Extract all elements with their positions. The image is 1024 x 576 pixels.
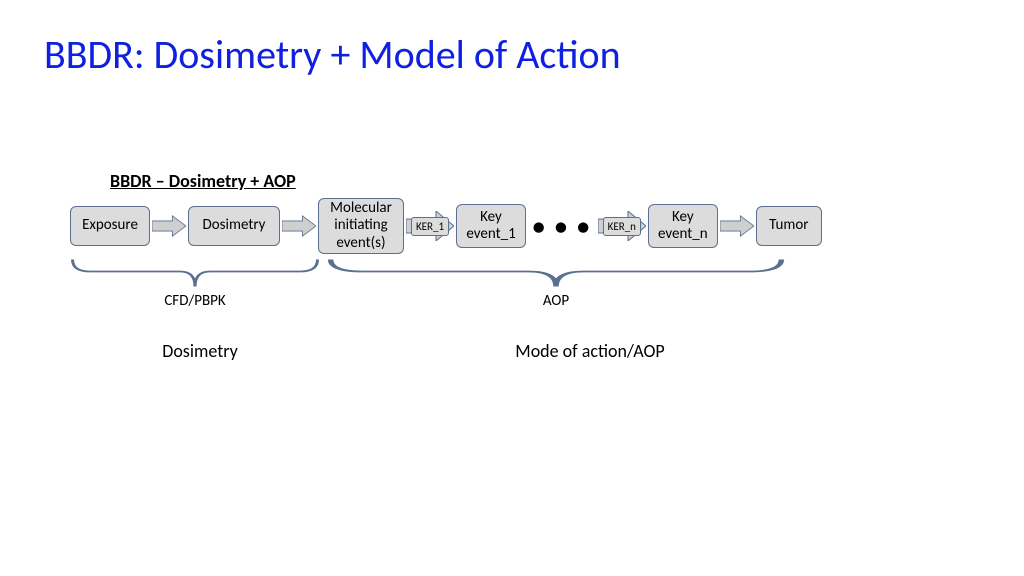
node-key1: Key event_1 bbox=[456, 204, 526, 248]
flow-row: Exposure Dosimetry Molecular initiating … bbox=[70, 198, 974, 254]
big-label-right: Mode of action/AOP bbox=[515, 340, 664, 362]
diagram-subtitle: BBDR – Dosimetry + AOP bbox=[110, 170, 974, 192]
brace-label-left: CFD/PBPK bbox=[164, 292, 225, 310]
node-exposure: Exposure bbox=[70, 206, 150, 246]
node-tumor: Tumor bbox=[756, 206, 822, 246]
arrow-last bbox=[720, 214, 754, 238]
node-dosimetry: Dosimetry bbox=[188, 206, 280, 246]
diagram: BBDR – Dosimetry + AOP Exposure Dosimetr… bbox=[70, 170, 974, 368]
big-label-row: Dosimetry Mode of action/AOP bbox=[70, 340, 974, 368]
arrow-ker1-label: KER_1 bbox=[411, 217, 449, 236]
node-keyn: Key event_n bbox=[648, 204, 718, 248]
ellipsis: ● ● ● bbox=[528, 213, 596, 240]
arrow-kern-label: KER_n bbox=[603, 217, 641, 236]
slide-title: BBDR: Dosimetry + Model of Action bbox=[44, 30, 621, 79]
arrow-kern: KER_n bbox=[598, 211, 646, 241]
brace-right bbox=[326, 258, 786, 288]
brace-row bbox=[70, 258, 974, 292]
arrow-2 bbox=[282, 214, 316, 238]
big-label-left: Dosimetry bbox=[162, 340, 238, 362]
brace-label-right: AOP bbox=[543, 292, 569, 310]
node-mie: Molecular initiating event(s) bbox=[318, 198, 404, 254]
arrow-ker1: KER_1 bbox=[406, 211, 454, 241]
brace-label-row: CFD/PBPK AOP bbox=[70, 292, 974, 316]
arrow-1 bbox=[152, 214, 186, 238]
brace-left bbox=[70, 258, 320, 288]
